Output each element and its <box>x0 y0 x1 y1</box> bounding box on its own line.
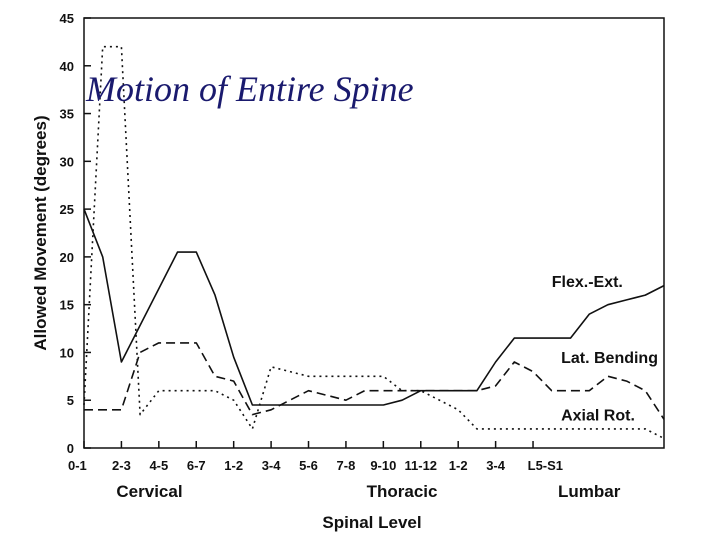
y-tick-label: 10 <box>60 345 74 360</box>
y-tick-label: 40 <box>60 59 74 74</box>
y-ticks: 0 5 10 15 20 25 30 35 40 45 <box>60 11 91 456</box>
y-axis-title: Allowed Movement (degrees) <box>31 115 50 350</box>
series-label: Lat. Bending <box>561 350 658 367</box>
x-group-label: Cervical <box>116 482 182 501</box>
x-tick-label: 6-7 <box>187 458 206 473</box>
x-tick-label: L5-S1 <box>528 458 563 473</box>
y-tick-label: 25 <box>60 202 74 217</box>
y-tick-label: 5 <box>67 393 74 408</box>
series-line-dotted <box>83 45 665 440</box>
series-label: Flex.-Ext. <box>552 274 623 291</box>
x-group-label: Thoracic <box>367 482 438 501</box>
x-tick-label: 7-8 <box>337 458 356 473</box>
y-tick-label: 0 <box>67 441 74 456</box>
chart-title: Motion of Entire Spine <box>85 69 414 109</box>
x-axis-title: Spinal Level <box>322 513 421 532</box>
series-lines <box>83 45 665 440</box>
series-line-solid <box>83 208 665 406</box>
y-tick-label: 15 <box>60 298 74 313</box>
x-tick-label: 3-4 <box>262 458 282 473</box>
x-group-label: Lumbar <box>558 482 621 501</box>
y-tick-label: 20 <box>60 250 74 265</box>
x-group-labels: Cervical Thoracic Lumbar <box>116 482 620 501</box>
x-tick-label: 3-4 <box>486 458 506 473</box>
series-line-dashed <box>84 342 665 420</box>
plot-frame <box>83 17 665 449</box>
series-labels: Flex.-Ext. Lat. Bending Axial Rot. <box>552 274 658 425</box>
y-tick-label: 30 <box>60 154 74 169</box>
y-tick-label: 35 <box>60 107 74 122</box>
x-tick-label: 2-3 <box>112 458 131 473</box>
x-tick-label: 4-5 <box>149 458 168 473</box>
x-tick-label: 5-6 <box>299 458 318 473</box>
x-tick-label: 9-10 <box>370 458 396 473</box>
x-tick-label: 11-12 <box>405 458 438 473</box>
x-tick-label: 1-2 <box>224 458 243 473</box>
y-tick-label: 45 <box>60 11 74 26</box>
x-tick-label: 0-1 <box>68 458 87 473</box>
x-ticks: 0-1 2-3 4-5 6-7 1-2 3-4 5-6 7-8 9-10 11-12 1-2 3-4 L… <box>68 441 563 473</box>
x-tick-label: 1-2 <box>449 458 468 473</box>
series-label: Axial Rot. <box>561 408 635 425</box>
